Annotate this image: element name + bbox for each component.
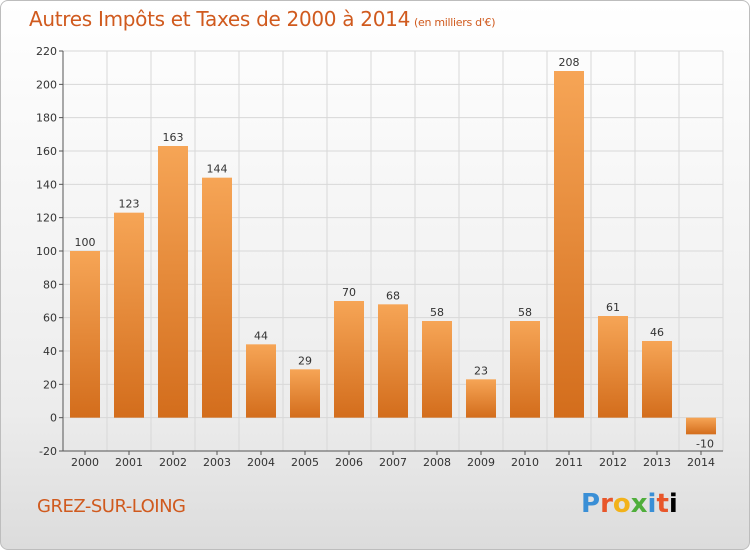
x-tick-label: 2007 [379,456,407,469]
y-tick-label: 220 [36,45,57,58]
bar [246,344,276,418]
value-label: 58 [518,306,532,319]
bar [422,321,452,418]
x-tick-label: 2008 [423,456,451,469]
x-tick-label: 2003 [203,456,231,469]
x-tick-label: 2014 [687,456,715,469]
y-tick-label: -20 [39,445,57,458]
x-tick-label: 2004 [247,456,275,469]
y-tick-labels: -20 0 20 40 60 80 100 120 140 160 180 200 220 [36,45,57,458]
logo-letter: o [612,489,631,519]
x-tick-label: 2001 [115,456,143,469]
bars [70,71,716,435]
commune-name: GREZ-SUR-LOING [37,496,186,517]
bar [70,251,100,418]
bar [290,369,320,418]
unit-label: (en milliers d'€) [414,16,496,29]
chart-title: Autres Impôts et Taxes de 2000 à 2014 (en… [29,7,495,31]
value-label: 208 [559,56,580,69]
y-tick-label: 60 [43,312,57,325]
value-label: 46 [650,326,664,339]
bar [378,304,408,418]
value-label: 61 [606,301,620,314]
x-tick-label: 2010 [511,456,539,469]
value-label: 23 [474,364,488,377]
bar [686,417,716,435]
value-label: 68 [386,289,400,302]
x-tick-label: 2009 [467,456,495,469]
bar [114,212,144,418]
y-tick-label: 160 [36,145,57,158]
value-label: 144 [207,163,228,176]
y-tick-label: 80 [43,278,57,291]
x-tick-label: 2006 [335,456,363,469]
x-tick-label: 2013 [643,456,671,469]
y-tick-label: 100 [36,245,57,258]
bar [466,379,496,418]
value-label: 100 [75,236,96,249]
logo-letter: i [668,489,678,519]
logo-letter: i [647,489,657,519]
x-tick-label: 2002 [159,456,187,469]
y-tick-label: 180 [36,112,57,125]
x-tick-label: 2000 [71,456,99,469]
value-label: -10 [696,437,714,450]
value-label: 70 [342,286,356,299]
title-text: Autres Impôts et Taxes de 2000 à 2014 [29,7,410,31]
bar [642,341,672,418]
bar [158,146,188,418]
x-tick-label: 2012 [599,456,627,469]
bar [510,321,540,418]
logo-letter: t [656,489,669,519]
logo-letter: P [581,489,601,519]
y-tick-label: 200 [36,78,57,91]
value-label: 58 [430,306,444,319]
x-tick-label: 2011 [555,456,583,469]
y-tick-label: 140 [36,178,57,191]
x-tick-labels: 2000 2001 2002 2003 2004 2005 2006 2007 2008 2009… [71,456,715,469]
bar [202,177,232,418]
value-label: 123 [119,198,140,211]
logo-letter: x [630,489,648,519]
axes [59,50,723,455]
bar [554,71,584,418]
y-tick-label: 0 [50,412,57,425]
x-tick-label: 2005 [291,456,319,469]
bar [334,301,364,418]
value-label: 44 [254,329,268,342]
value-label: 163 [163,131,184,144]
y-tick-label: 20 [43,378,57,391]
y-tick-label: 40 [43,345,57,358]
value-labels: 100 123 163 144 44 29 70 68 58 23 58 208 61 46 -10 [75,56,714,450]
bar [598,316,628,418]
proxiti-logo: Proxiti [581,489,678,519]
y-tick-label: 120 [36,212,57,225]
logo-letter: r [600,489,613,519]
value-label: 29 [298,354,312,367]
